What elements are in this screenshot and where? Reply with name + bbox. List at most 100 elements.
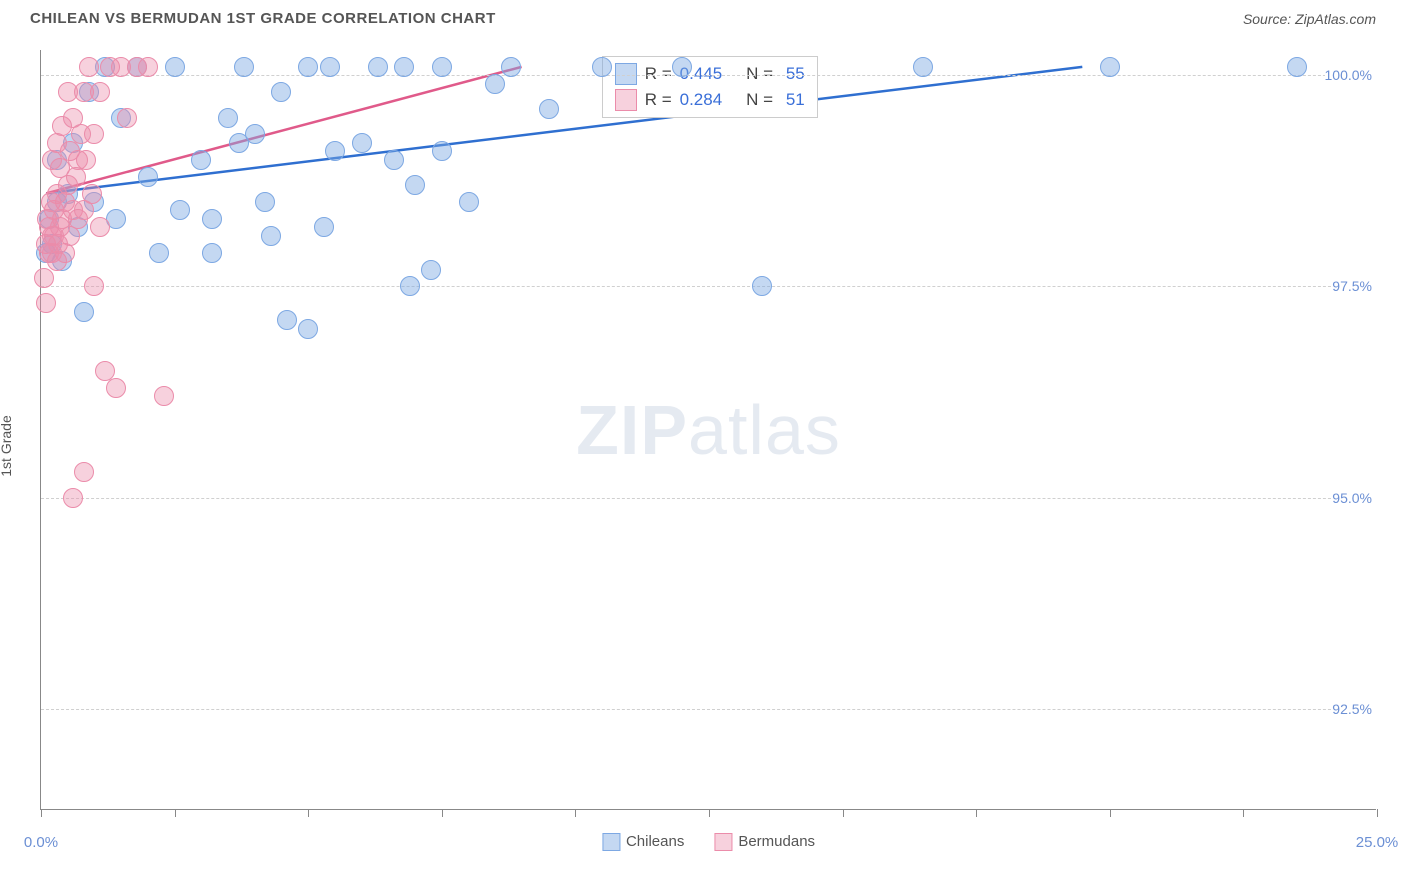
scatter-point	[234, 57, 254, 77]
chart-title: CHILEAN VS BERMUDAN 1ST GRADE CORRELATIO…	[30, 10, 496, 27]
scatter-point	[138, 167, 158, 187]
trend-lines	[41, 50, 1376, 809]
scatter-point	[314, 217, 334, 237]
stat-n-label: N =	[746, 90, 773, 110]
scatter-point	[320, 57, 340, 77]
scatter-point	[298, 319, 318, 339]
scatter-point	[74, 462, 94, 482]
watermark-light: atlas	[688, 391, 841, 469]
scatter-point	[400, 276, 420, 296]
scatter-point	[165, 57, 185, 77]
scatter-point	[539, 99, 559, 119]
watermark: ZIPatlas	[576, 390, 841, 470]
scatter-point	[384, 150, 404, 170]
ytick-label: 92.5%	[1332, 701, 1378, 717]
stats-swatch	[615, 63, 637, 85]
legend-label: Chileans	[626, 833, 684, 850]
scatter-point	[432, 141, 452, 161]
scatter-point	[82, 184, 102, 204]
gridline-h	[41, 709, 1376, 710]
scatter-point	[34, 268, 54, 288]
scatter-point	[170, 200, 190, 220]
scatter-point	[36, 293, 56, 313]
scatter-point	[394, 57, 414, 77]
ytick-label: 100.0%	[1325, 67, 1378, 83]
xtick	[575, 809, 576, 817]
scatter-point	[298, 57, 318, 77]
scatter-point	[90, 82, 110, 102]
scatter-point	[485, 74, 505, 94]
xtick	[175, 809, 176, 817]
stat-r-label: R =	[645, 90, 672, 110]
legend-bottom: Chileans Bermudans	[602, 833, 815, 851]
scatter-point	[405, 175, 425, 195]
scatter-point	[459, 192, 479, 212]
scatter-point	[84, 124, 104, 144]
legend-swatch	[602, 833, 620, 851]
xtick	[709, 809, 710, 817]
scatter-point	[255, 192, 275, 212]
scatter-point	[501, 57, 521, 77]
scatter-point	[202, 243, 222, 263]
xtick	[1110, 809, 1111, 817]
scatter-point	[106, 378, 126, 398]
legend-item: Chileans	[602, 833, 684, 851]
scatter-point	[66, 167, 86, 187]
ytick-label: 95.0%	[1332, 490, 1378, 506]
scatter-point	[752, 276, 772, 296]
scatter-point	[138, 57, 158, 77]
scatter-point	[325, 141, 345, 161]
scatter-point	[672, 57, 692, 77]
source-label: Source: ZipAtlas.com	[1243, 11, 1376, 27]
scatter-point	[368, 57, 388, 77]
scatter-point	[432, 57, 452, 77]
stat-r-label: R =	[645, 64, 672, 84]
stats-box: R =0.445N = 55R =0.284N = 51	[602, 56, 818, 118]
legend-item: Bermudans	[714, 833, 815, 851]
scatter-point	[202, 209, 222, 229]
xtick	[41, 809, 42, 817]
y-axis-label: 1st Grade	[0, 415, 14, 476]
xtick-label: 0.0%	[24, 834, 58, 851]
scatter-point	[90, 217, 110, 237]
xtick	[1377, 809, 1378, 817]
stats-swatch	[615, 89, 637, 111]
scatter-point	[421, 260, 441, 280]
scatter-point	[55, 243, 75, 263]
scatter-point	[117, 108, 137, 128]
scatter-point	[218, 108, 238, 128]
gridline-h	[41, 286, 1376, 287]
xtick	[976, 809, 977, 817]
scatter-point	[245, 124, 265, 144]
stat-n-label: N =	[746, 64, 773, 84]
scatter-point	[592, 57, 612, 77]
scatter-point	[191, 150, 211, 170]
stat-n-value: 55	[781, 64, 805, 84]
xtick	[1243, 809, 1244, 817]
scatter-point	[277, 310, 297, 330]
scatter-point	[84, 276, 104, 296]
scatter-point	[261, 226, 281, 246]
stat-n-value: 51	[781, 90, 805, 110]
scatter-point	[1287, 57, 1307, 77]
scatter-point	[63, 488, 83, 508]
scatter-point	[74, 302, 94, 322]
scatter-point	[271, 82, 291, 102]
legend-swatch	[714, 833, 732, 851]
scatter-point	[154, 386, 174, 406]
scatter-point	[913, 57, 933, 77]
xtick-label: 25.0%	[1356, 834, 1399, 851]
trend-line	[46, 67, 1082, 194]
chart-area: ZIPatlas R =0.445N = 55R =0.284N = 51 Ch…	[40, 50, 1376, 810]
stats-row: R =0.445N = 55	[615, 61, 805, 87]
scatter-point	[79, 57, 99, 77]
ytick-label: 97.5%	[1332, 278, 1378, 294]
stat-r-value: 0.284	[680, 90, 723, 110]
gridline-h	[41, 498, 1376, 499]
watermark-bold: ZIP	[576, 391, 688, 469]
title-bar: CHILEAN VS BERMUDAN 1ST GRADE CORRELATIO…	[0, 0, 1406, 35]
legend-label: Bermudans	[738, 833, 815, 850]
xtick	[442, 809, 443, 817]
xtick	[308, 809, 309, 817]
scatter-point	[1100, 57, 1120, 77]
